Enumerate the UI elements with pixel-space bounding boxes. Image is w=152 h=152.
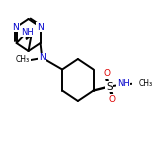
Text: N: N xyxy=(12,22,19,31)
Text: CH₃: CH₃ xyxy=(16,55,30,64)
Text: NH: NH xyxy=(21,28,34,37)
Text: O: O xyxy=(108,95,115,104)
Text: S: S xyxy=(106,81,112,92)
Text: CH₃: CH₃ xyxy=(139,79,152,88)
Text: N: N xyxy=(39,54,46,62)
Text: O: O xyxy=(103,69,110,78)
Text: NH: NH xyxy=(117,79,129,88)
Text: N: N xyxy=(37,22,44,31)
